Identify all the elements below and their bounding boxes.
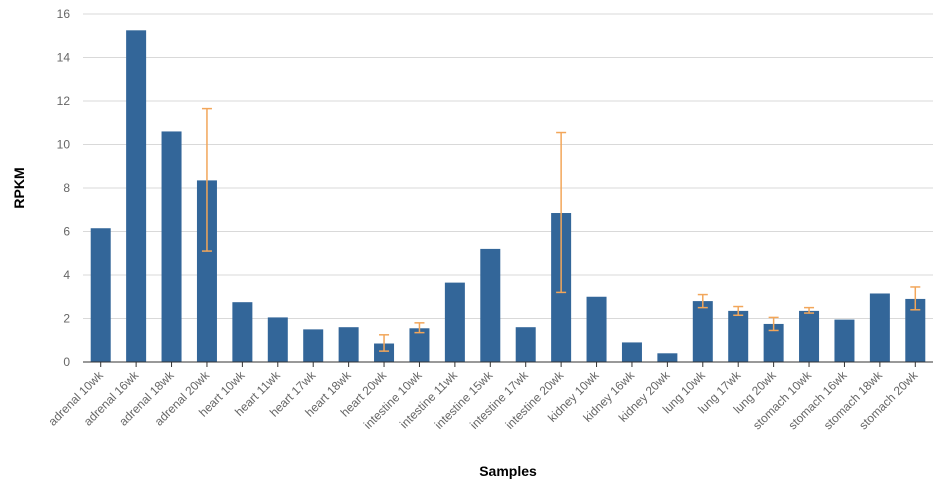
bar bbox=[409, 328, 430, 362]
error-bar bbox=[697, 293, 708, 309]
bar bbox=[161, 131, 182, 362]
bar bbox=[90, 228, 111, 362]
bar bbox=[799, 310, 820, 362]
bar bbox=[586, 296, 607, 362]
y-axis-title: RPKM bbox=[11, 167, 27, 208]
y-tick-label: 16 bbox=[57, 7, 71, 21]
bar bbox=[763, 323, 784, 362]
y-tick-label: 14 bbox=[57, 51, 71, 65]
bar bbox=[657, 353, 678, 362]
bars bbox=[90, 30, 926, 362]
y-tick-label: 0 bbox=[63, 355, 70, 369]
bar bbox=[232, 302, 253, 362]
bar bbox=[905, 298, 926, 362]
error-bar bbox=[379, 334, 390, 352]
y-tick-label: 8 bbox=[63, 181, 70, 195]
bar bbox=[692, 301, 713, 362]
bar bbox=[728, 310, 749, 362]
bar bbox=[196, 180, 217, 362]
bar bbox=[374, 343, 395, 362]
error-bar bbox=[556, 131, 567, 294]
bar bbox=[444, 282, 465, 362]
bar bbox=[480, 248, 501, 362]
bar bbox=[515, 327, 536, 362]
error-bar bbox=[733, 305, 744, 316]
error-bar bbox=[804, 306, 815, 314]
x-axis-title: Samples bbox=[479, 463, 537, 479]
grid-lines bbox=[83, 13, 933, 319]
error-bar bbox=[414, 322, 425, 334]
bar bbox=[869, 293, 890, 362]
bar bbox=[126, 30, 147, 362]
bar bbox=[303, 329, 324, 362]
y-tick-label: 2 bbox=[63, 312, 70, 326]
y-tick-label: 6 bbox=[63, 225, 70, 239]
bar bbox=[267, 317, 288, 362]
error-bars bbox=[201, 107, 921, 352]
error-bar bbox=[201, 107, 212, 252]
y-axis-ticks: 0 2 4 6 8 10 12 14 16 bbox=[57, 7, 71, 369]
y-tick-label: 10 bbox=[57, 138, 71, 152]
y-tick-label: 12 bbox=[57, 94, 71, 108]
bar bbox=[621, 342, 642, 362]
y-tick-label: 4 bbox=[63, 268, 70, 282]
error-bar bbox=[768, 316, 779, 332]
bar bbox=[834, 319, 855, 362]
bar bbox=[338, 327, 359, 362]
error-bar bbox=[910, 286, 921, 311]
